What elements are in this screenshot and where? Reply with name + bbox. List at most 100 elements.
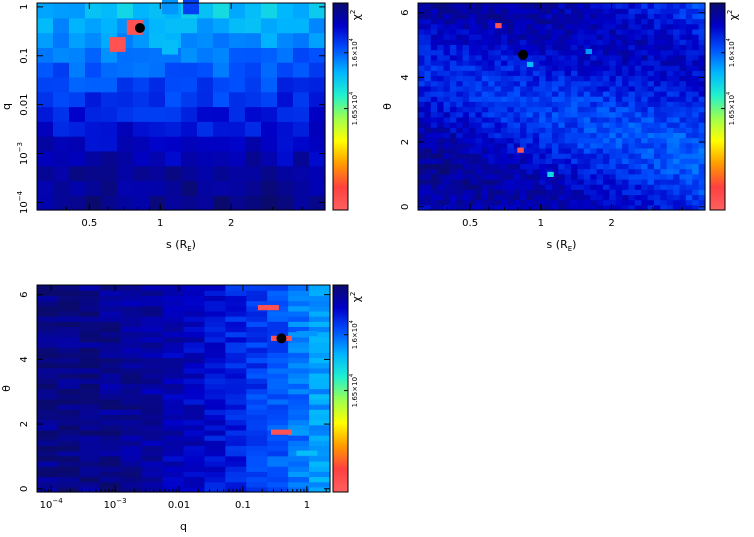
heatmap-cell bbox=[424, 127, 432, 133]
heatmap-cell bbox=[545, 194, 553, 201]
heatmap-cell bbox=[602, 23, 610, 30]
heatmap-cell bbox=[37, 424, 59, 431]
heatmap-cell bbox=[165, 76, 182, 93]
heatmap-cell bbox=[615, 204, 623, 211]
heatmap-cell bbox=[602, 59, 610, 66]
heatmap-cell bbox=[698, 178, 706, 185]
heatmap-cell bbox=[545, 54, 553, 61]
heatmap-cell bbox=[288, 393, 310, 400]
heatmap-cell bbox=[437, 142, 445, 149]
heatmap-cell bbox=[469, 18, 476, 25]
heatmap-cell bbox=[57, 378, 80, 384]
heatmap-cell bbox=[520, 34, 528, 40]
heatmap-cell bbox=[488, 163, 496, 170]
heatmap-cell bbox=[120, 372, 143, 379]
heatmap-cell bbox=[488, 142, 496, 149]
heatmap-cell bbox=[267, 445, 289, 452]
heatmap-cell bbox=[488, 44, 496, 51]
heatmap-cell bbox=[418, 194, 425, 201]
heatmap-cell bbox=[577, 70, 585, 77]
heatmap-cell bbox=[141, 476, 164, 483]
heatmap-cell bbox=[564, 106, 572, 113]
heatmap-cell bbox=[532, 70, 540, 77]
heatmap-cell bbox=[475, 173, 483, 180]
heatmap-cell bbox=[571, 49, 579, 56]
heatmap-cell bbox=[261, 76, 278, 93]
heatmap-cell bbox=[596, 173, 604, 180]
heatmap-cell bbox=[213, 180, 230, 196]
heatmap-cell bbox=[551, 184, 559, 190]
heatmap-cell bbox=[204, 476, 226, 483]
heatmap-cell bbox=[666, 3, 674, 9]
heatmap-cell bbox=[418, 23, 425, 30]
heatmap-cell bbox=[583, 96, 591, 102]
heatmap-cell bbox=[78, 414, 101, 421]
heatmap-cell bbox=[577, 116, 585, 123]
heatmap-cell bbox=[494, 111, 502, 118]
heatmap-cell bbox=[513, 101, 521, 108]
heatmap-cell bbox=[85, 121, 102, 137]
heatmap-cell bbox=[545, 199, 553, 206]
heatmap-cell bbox=[149, 17, 166, 34]
heatmap-cell bbox=[590, 3, 598, 9]
heatmap-cell bbox=[513, 189, 521, 196]
heatmap-cell bbox=[418, 70, 425, 77]
heatmap-cell bbox=[551, 23, 559, 30]
heatmap-cell bbox=[647, 116, 655, 123]
heatmap-cell bbox=[602, 168, 610, 175]
heatmap-cell bbox=[609, 49, 617, 56]
heatmap-cell bbox=[418, 90, 425, 97]
heatmap-cell bbox=[558, 23, 566, 30]
heatmap-cell bbox=[149, 76, 166, 93]
heatmap-cell bbox=[456, 23, 464, 30]
heatmap-cell bbox=[430, 65, 438, 71]
heatmap-cell bbox=[539, 178, 547, 185]
heatmap-cell bbox=[99, 409, 122, 415]
heatmap-cell bbox=[692, 54, 700, 61]
heatmap-cell bbox=[571, 54, 579, 61]
heatmap-cell bbox=[551, 34, 559, 40]
heatmap-cell bbox=[590, 80, 598, 87]
heatmap-cell bbox=[679, 75, 687, 82]
y-tick-label: 0 bbox=[19, 486, 30, 492]
heatmap-cell bbox=[539, 28, 547, 35]
heatmap-cell bbox=[551, 70, 559, 77]
heatmap-cell bbox=[99, 424, 122, 431]
heatmap-cell bbox=[418, 199, 425, 206]
heatmap-cell bbox=[309, 17, 326, 34]
heatmap-cell bbox=[564, 44, 572, 51]
heatmap-cell bbox=[590, 34, 598, 40]
heatmap-cell bbox=[673, 96, 681, 102]
heatmap-cell bbox=[78, 321, 101, 327]
heatmap-cell bbox=[513, 168, 521, 175]
heatmap-cell bbox=[85, 136, 102, 152]
heatmap-cell bbox=[647, 49, 655, 56]
heatmap-cell bbox=[78, 352, 101, 359]
heatmap-cell bbox=[149, 136, 166, 152]
heatmap-cell bbox=[418, 189, 425, 196]
heatmap-cell bbox=[577, 23, 585, 30]
heatmap-cell bbox=[469, 80, 476, 87]
heatmap-cell bbox=[120, 383, 143, 390]
heatmap-cell bbox=[641, 59, 649, 66]
heatmap-cell bbox=[133, 91, 150, 108]
heatmap-cell bbox=[213, 106, 230, 122]
heatmap-cell bbox=[449, 194, 457, 201]
heatmap-cell bbox=[622, 28, 630, 35]
heatmap-cell bbox=[698, 189, 706, 196]
heatmap-cell bbox=[590, 194, 598, 201]
heatmap-cell bbox=[288, 336, 310, 343]
heatmap-cell bbox=[101, 17, 118, 34]
heatmap-cell bbox=[622, 96, 630, 102]
heatmap-cell bbox=[500, 8, 508, 14]
heatmap-cell bbox=[545, 184, 553, 190]
heatmap-cell bbox=[449, 85, 457, 92]
heatmap-cell bbox=[225, 352, 247, 359]
heatmap-cell bbox=[481, 116, 489, 123]
heatmap-cell bbox=[246, 450, 268, 457]
colorbar-label: χ2 bbox=[349, 10, 363, 21]
heatmap-cell bbox=[513, 194, 521, 201]
heatmap-cell bbox=[685, 153, 693, 159]
heatmap-cell bbox=[437, 173, 445, 180]
heatmap-cell bbox=[634, 142, 642, 149]
